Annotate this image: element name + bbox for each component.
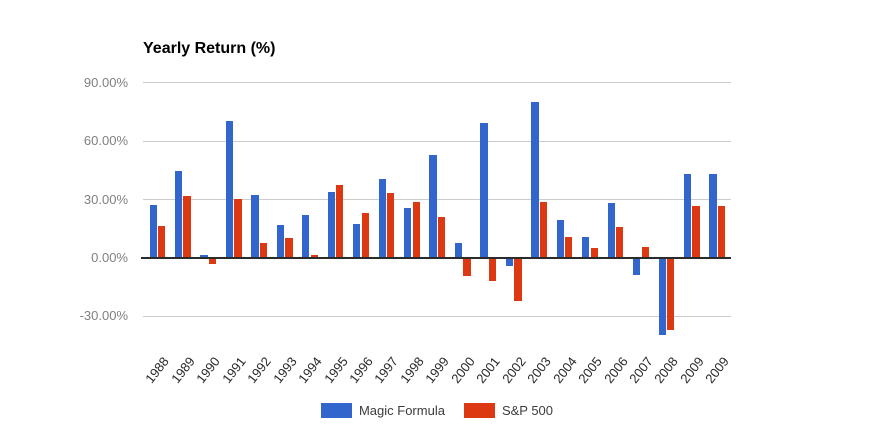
bar-magic-formula-1993 — [276, 224, 285, 258]
bar-s-p-500-2001 — [488, 258, 497, 282]
gridline--30 — [143, 315, 731, 317]
bar-magic-formula-2006 — [607, 202, 615, 258]
y-tick-label-90: 90.00% — [83, 74, 128, 90]
y-tick-label-30: 30.00% — [83, 191, 128, 207]
bar-magic-formula-2005 — [582, 236, 590, 258]
legend-item-sp500: S&P 500 — [463, 403, 554, 418]
bar-magic-formula-2007 — [633, 258, 641, 276]
chart-title: Yearly Return (%) — [143, 40, 276, 57]
bar-magic-formula-2001 — [480, 122, 488, 258]
legend-label-magic-formula: Magic Formula — [358, 403, 445, 418]
bar-s-p-500-1992 — [259, 243, 268, 258]
bar-s-p-500-1997 — [387, 192, 395, 258]
legend: Magic Formula S&P 500 — [143, 403, 731, 418]
bar-magic-formula-1997 — [378, 179, 386, 258]
zero-baseline — [141, 257, 731, 259]
bar-magic-formula-2009-2 — [709, 174, 717, 258]
bar-magic-formula-1991 — [225, 120, 234, 258]
bar-magic-formula-2009 — [683, 174, 692, 258]
bar-s-p-500-1994 — [310, 255, 318, 258]
bar-s-p-500-2007 — [641, 247, 649, 258]
bar-magic-formula-1988 — [149, 205, 157, 258]
bar-s-p-500-2009 — [692, 206, 700, 258]
bar-magic-formula-1999 — [429, 154, 437, 258]
legend-label-sp500: S&P 500 — [501, 403, 554, 418]
bar-s-p-500-1988 — [158, 225, 166, 258]
bar-magic-formula-1995 — [327, 191, 335, 258]
bar-magic-formula-2003 — [531, 102, 539, 258]
bar-magic-formula-1994 — [302, 215, 310, 258]
sp500-swatch-icon — [463, 403, 495, 418]
y-tick-label-0: 0.00% — [91, 250, 128, 265]
bar-magic-formula-1998 — [404, 208, 412, 258]
legend-item-magic-formula: Magic Formula — [320, 403, 445, 418]
bar-magic-formula-1990 — [200, 254, 208, 258]
bar-magic-formula-1996 — [353, 224, 361, 258]
bar-s-p-500-2008 — [667, 258, 675, 331]
bar-magic-formula-2008 — [658, 258, 666, 335]
bar-s-p-500-2009-2 — [717, 206, 726, 258]
bar-magic-formula-1989 — [174, 171, 183, 258]
bar-magic-formula-2000 — [454, 242, 463, 258]
bar-s-p-500-2002 — [514, 258, 522, 302]
bar-s-p-500-2000 — [463, 258, 471, 276]
bar-s-p-500-2006 — [616, 227, 624, 258]
magic-formula-swatch-icon — [320, 403, 352, 418]
gridline-60 — [143, 140, 731, 142]
gridline-30 — [143, 199, 731, 201]
y-tick-label--30: -30.00% — [79, 308, 128, 324]
bar-s-p-500-1990 — [208, 258, 217, 265]
bar-magic-formula-2004 — [556, 220, 564, 258]
bar-s-p-500-2003 — [539, 202, 548, 258]
bar-s-p-500-2004 — [565, 236, 573, 258]
y-tick-label-60: 60.00% — [83, 133, 128, 149]
bar-s-p-500-1999 — [437, 217, 446, 258]
bar-magic-formula-1992 — [251, 194, 259, 258]
bar-s-p-500-1993 — [285, 238, 293, 258]
bar-s-p-500-2005 — [590, 248, 598, 258]
gridline-90 — [143, 82, 731, 84]
bar-s-p-500-1998 — [412, 202, 420, 258]
bar-s-p-500-1989 — [183, 196, 191, 258]
bar-magic-formula-2002 — [505, 258, 514, 266]
bar-s-p-500-1991 — [234, 198, 242, 258]
bar-s-p-500-1995 — [336, 184, 344, 258]
bar-s-p-500-1996 — [361, 213, 369, 258]
